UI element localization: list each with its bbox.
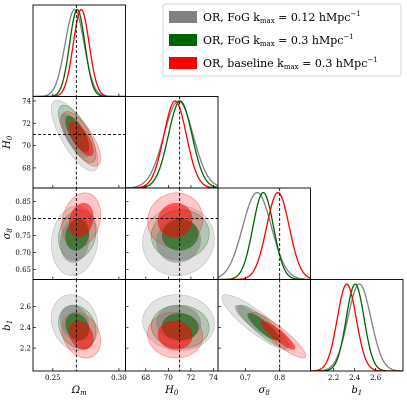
panels-layer: 68 70 72 74 0.65 0.70 0.75 0.80 0.85 0.25 0.30 2.2 2… bbox=[2, 4, 404, 397]
marginal-curve-sigma8 bbox=[218, 191, 311, 280]
x-tick-label: 2.4 bbox=[349, 374, 361, 382]
marginal-curve-b1 bbox=[310, 283, 403, 371]
contour-68 bbox=[68, 202, 94, 238]
legend-frame bbox=[162, 3, 402, 77]
panel-sigma8-sigma8 bbox=[218, 188, 311, 280]
contour-68 bbox=[68, 121, 94, 157]
x-tick-label: 2.2 bbox=[328, 374, 339, 382]
legend-label: OR, FoG kmax = 0.3 hMpc−1 bbox=[203, 33, 354, 48]
y-tick-label: 70 bbox=[22, 142, 31, 150]
panel-b1-b1 bbox=[310, 283, 403, 371]
x-tick-label: 72 bbox=[186, 374, 195, 382]
panel-Omega_m-Omega_m bbox=[33, 5, 126, 97]
x-tick-label: 74 bbox=[209, 374, 218, 382]
marginal-curve-H0 bbox=[125, 100, 218, 188]
y-tick-label: 2.6 bbox=[20, 303, 32, 311]
y-tick-label: 72 bbox=[22, 120, 31, 128]
x-tick-label: 2.6 bbox=[370, 374, 382, 382]
y-tick-label: 0.65 bbox=[15, 266, 31, 274]
panel-sigma8-b1 bbox=[221, 279, 306, 371]
contour-68 bbox=[157, 202, 193, 238]
legend-label: OR, FoG kmax = 0.12 hMpc−1 bbox=[203, 10, 361, 25]
x-tick-label: 70 bbox=[164, 374, 173, 382]
marginal-curve-Omega_m bbox=[33, 8, 126, 97]
marginal-curve-H0 bbox=[125, 100, 218, 188]
x-tick-label: 0.7 bbox=[240, 374, 251, 382]
y-tick-label: 2.2 bbox=[20, 345, 31, 353]
marginal-curve-b1 bbox=[310, 283, 403, 371]
y-axis-label-H0: H0 bbox=[2, 135, 14, 150]
legend-swatch bbox=[169, 34, 197, 46]
y-tick-label: 0.70 bbox=[15, 249, 31, 257]
contour-68 bbox=[260, 320, 296, 350]
y-tick-label: 0.75 bbox=[15, 232, 31, 240]
marginal-curve-Omega_m bbox=[33, 8, 126, 97]
legend-label: OR, baseline kmax = 0.3 hMpc−1 bbox=[203, 56, 378, 71]
x-axis-label-b1: b1 bbox=[351, 385, 362, 397]
x-tick-label: 0.25 bbox=[45, 374, 61, 382]
marginal-curve-sigma8 bbox=[218, 191, 311, 280]
x-axis-label-Omega_m: Ωm bbox=[71, 385, 87, 397]
legend-swatch bbox=[169, 11, 197, 23]
x-tick-label: 68 bbox=[141, 374, 150, 382]
marginal-curve-Omega_m bbox=[33, 8, 126, 97]
y-tick-label: 0.85 bbox=[15, 198, 31, 206]
panel-H0-H0 bbox=[125, 96, 218, 188]
x-tick-label: 0.8 bbox=[274, 374, 285, 382]
y-tick-label: 0.80 bbox=[15, 215, 31, 223]
panel-Omega_m-b1 bbox=[51, 279, 101, 371]
x-axis-label-H0: H0 bbox=[164, 385, 179, 397]
contour-68 bbox=[157, 320, 193, 350]
panel-Omega_m-H0 bbox=[33, 96, 126, 188]
y-tick-label: 74 bbox=[22, 97, 31, 105]
panel-H0-b1 bbox=[142, 279, 215, 371]
y-axis-label-sigma8: σ8 bbox=[2, 228, 14, 240]
y-axis-label-b1: b1 bbox=[2, 320, 14, 331]
legend-swatch bbox=[169, 57, 197, 69]
x-tick-label: 0.30 bbox=[111, 374, 127, 382]
panel-H0-sigma8 bbox=[125, 188, 218, 280]
x-axis-label-sigma8: σ8 bbox=[259, 385, 271, 397]
marginal-curve-H0 bbox=[125, 100, 218, 188]
legend: OR, FoG kmax = 0.12 hMpc−1 OR, FoG kmax =… bbox=[162, 3, 402, 77]
marginal-curve-b1 bbox=[310, 283, 403, 371]
y-tick-label: 68 bbox=[22, 164, 31, 172]
panel-frame bbox=[310, 279, 404, 372]
y-tick-label: 2.4 bbox=[20, 324, 32, 332]
panel-Omega_m-sigma8 bbox=[33, 188, 126, 280]
marginal-curve-sigma8 bbox=[218, 191, 311, 280]
contour-68 bbox=[68, 320, 94, 350]
